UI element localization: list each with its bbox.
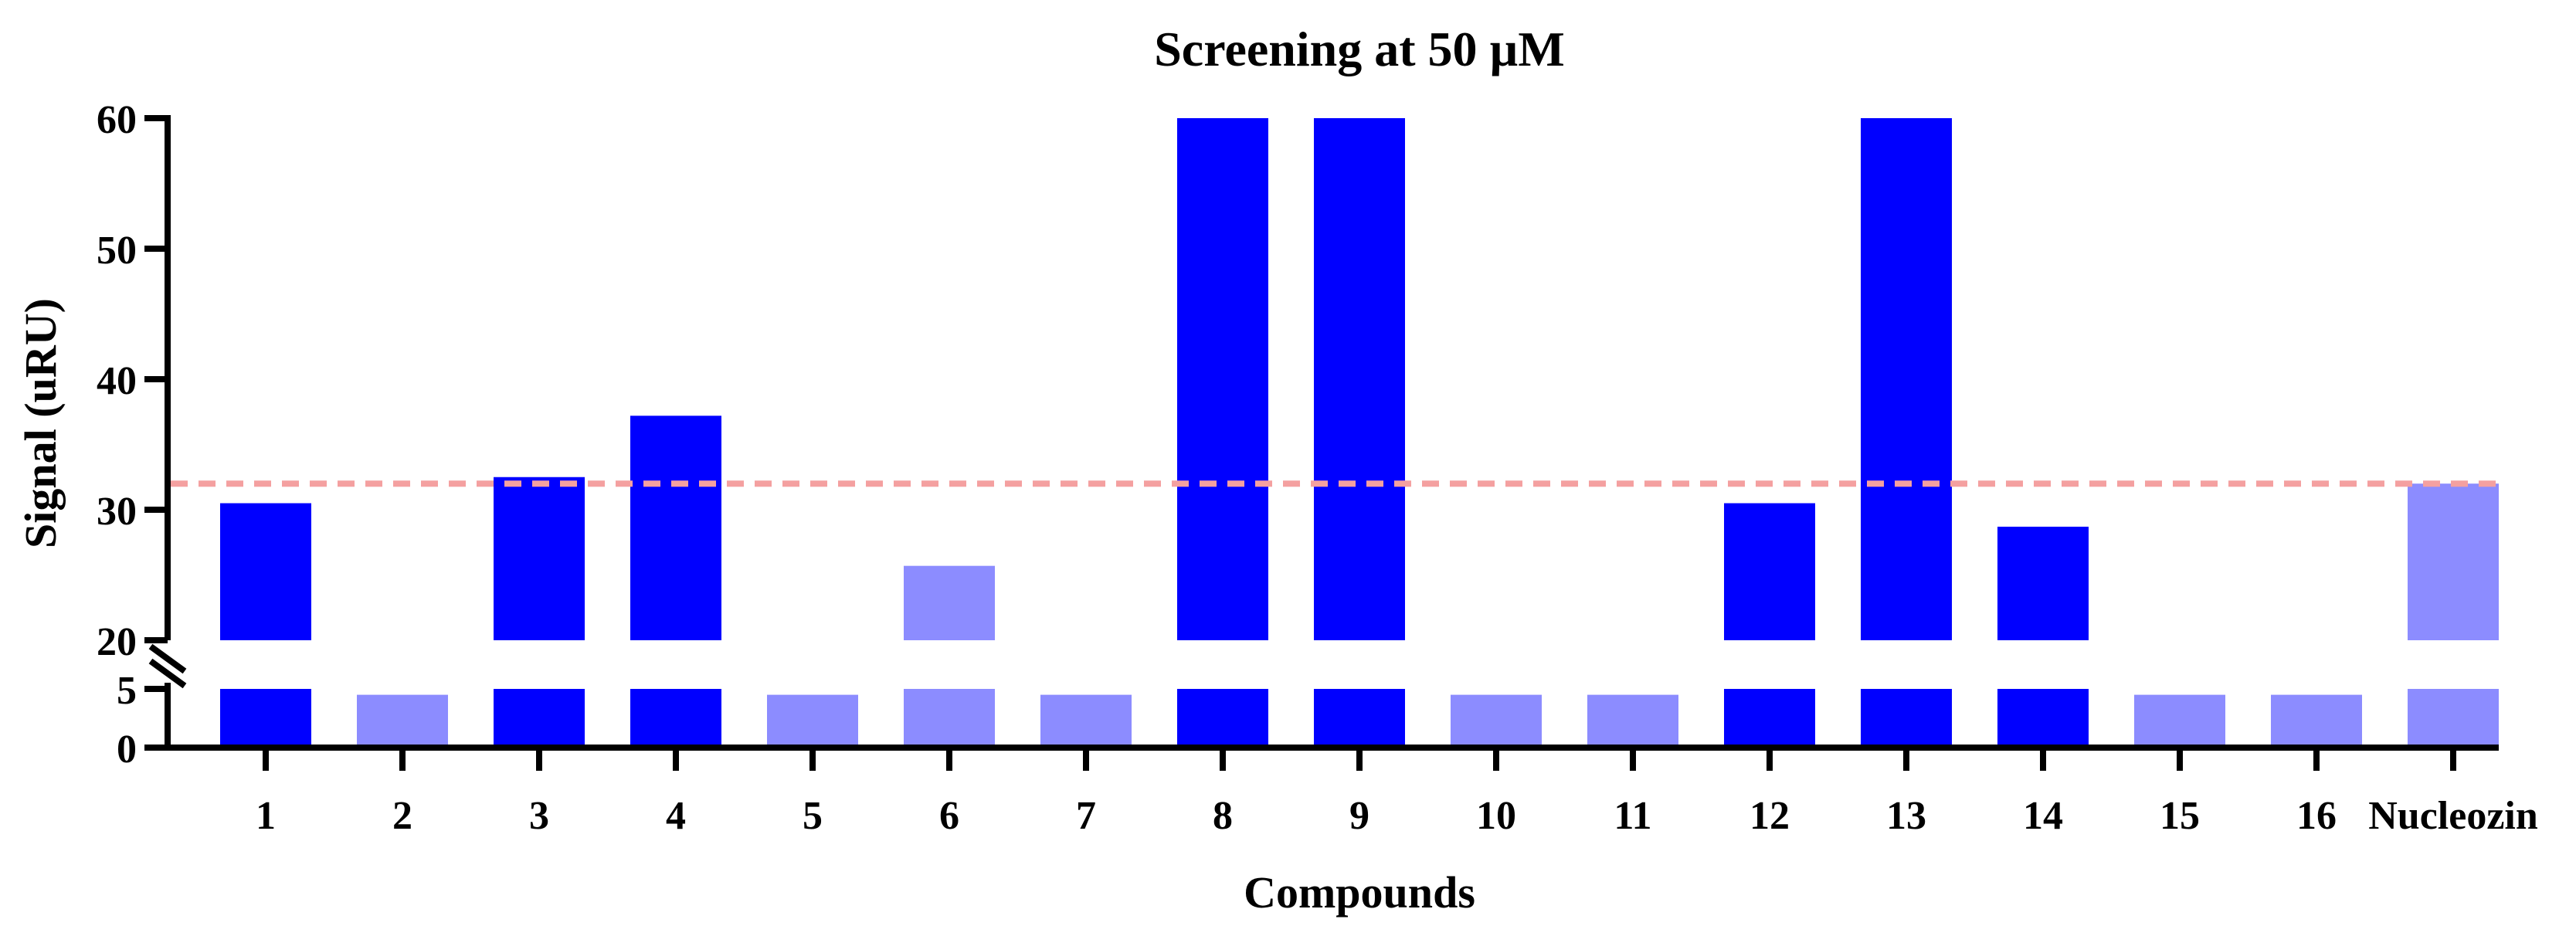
bar-upper-14	[1997, 526, 2089, 640]
x-axis-label: Compounds	[1244, 867, 1475, 918]
bar-lower-5	[767, 694, 858, 748]
x-tick-label-13: 13	[1886, 794, 1926, 838]
x-tick-label-6: 6	[939, 794, 959, 838]
bar-upper-17	[2408, 483, 2499, 640]
bar-lower-14	[1997, 689, 2089, 748]
x-tick-label-16: 16	[2296, 794, 2337, 838]
bar-lower-2	[357, 694, 448, 748]
bar-lower-16	[2271, 694, 2362, 748]
y-axis-label: Signal (uRU)	[15, 298, 66, 548]
x-tick-label-4: 4	[666, 794, 686, 838]
bar-upper-8	[1177, 118, 1268, 640]
y-tick-label-5: 5	[117, 669, 137, 713]
bar-upper-13	[1861, 118, 1952, 640]
x-tick-label-17: Nucleozin	[2368, 794, 2538, 838]
bar-lower-7	[1040, 694, 1132, 748]
x-tick-label-8: 8	[1213, 794, 1233, 838]
bar-upper-3	[494, 477, 585, 640]
x-tick-label-2: 2	[392, 794, 412, 838]
y-tick-label-0: 0	[117, 728, 137, 772]
bar-upper-9	[1314, 118, 1405, 640]
axis-break-mark-upper	[148, 643, 187, 674]
y-tick-label-30: 30	[97, 490, 137, 534]
x-tick-label-9: 9	[1349, 794, 1369, 838]
bar-lower-8	[1177, 689, 1268, 748]
bar-lower-4	[630, 689, 721, 748]
x-tick-label-12: 12	[1750, 794, 1790, 838]
bar-lower-12	[1724, 689, 1815, 748]
axis-break-mark-lower	[148, 658, 187, 689]
x-tick-label-1: 1	[256, 794, 276, 838]
bar-lower-9	[1314, 689, 1405, 748]
bars-group	[220, 118, 2499, 748]
y-tick-label-50: 50	[97, 229, 137, 273]
x-tick-label-10: 10	[1476, 794, 1516, 838]
y-tick-label-40: 40	[97, 359, 137, 403]
bar-lower-11	[1587, 694, 1678, 748]
x-tick-label-5: 5	[803, 794, 823, 838]
x-tick-label-7: 7	[1076, 794, 1096, 838]
y-tick-label-60: 60	[97, 98, 137, 142]
bar-lower-6	[904, 689, 995, 748]
bar-lower-10	[1451, 694, 1542, 748]
x-tick-label-14: 14	[2023, 794, 2063, 838]
bar-lower-3	[494, 689, 585, 748]
chart-title: Screening at 50 µM	[1154, 22, 1565, 76]
x-ticks-group: 1 2 3 4 5 6 7 8 9 10 11 12 13 14 15 16 Nucleozin	[256, 748, 2538, 838]
bar-upper-4	[630, 416, 721, 640]
bar-lower-1	[220, 689, 311, 748]
bar-upper-12	[1724, 503, 1815, 640]
x-tick-label-15: 15	[2160, 794, 2200, 838]
y-tick-label-20: 20	[97, 620, 137, 664]
bar-lower-15	[2134, 694, 2225, 748]
bar-lower-17	[2408, 689, 2499, 748]
x-tick-label-3: 3	[529, 794, 549, 838]
bar-upper-1	[220, 503, 311, 640]
x-tick-label-11: 11	[1614, 794, 1651, 838]
y-ticks-group: 0 5 20 30 40 50 60	[97, 98, 168, 772]
bar-lower-13	[1861, 689, 1952, 748]
bar-upper-6	[904, 565, 995, 640]
